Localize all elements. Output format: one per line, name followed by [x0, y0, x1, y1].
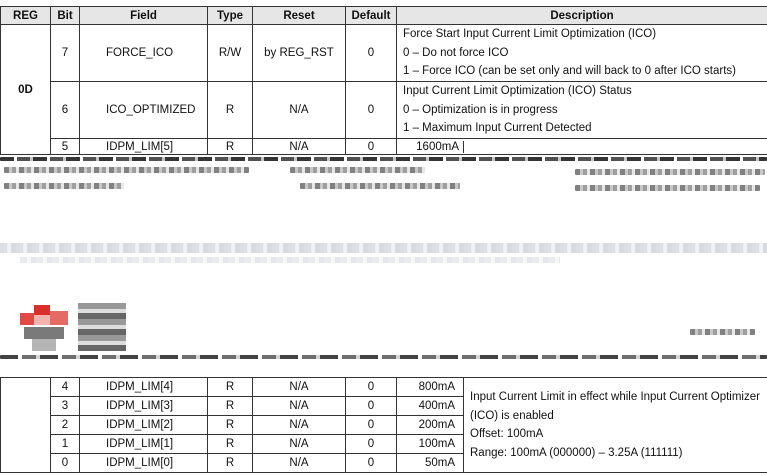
- default-cell: 0: [345, 24, 397, 82]
- table-row: 5 IDPM_LIM[5] R N/A 0 1600mA: [1, 138, 767, 155]
- type-cell: R: [207, 396, 253, 416]
- description-line: Input Current Limit Optimization (ICO) S…: [403, 85, 632, 98]
- bit-weight-value: 400mA: [396, 396, 464, 416]
- field-cell: IDPM_LIM[4]: [79, 377, 208, 397]
- description-line: 0 – Optimization is in progress: [403, 103, 558, 116]
- description-line: 0 – Do not force ICO: [403, 46, 509, 59]
- header-description: Description: [396, 6, 767, 25]
- description-line: 1 – Force ICO (can be set only and will …: [403, 65, 736, 78]
- field-cell: IDPM_LIM[2]: [79, 415, 208, 435]
- header-reg: REG: [0, 6, 51, 25]
- description-line: (ICO) is enabled: [470, 409, 554, 422]
- default-cell: 0: [345, 138, 397, 155]
- bit-weight-value: 50mA: [396, 453, 464, 473]
- field-cell: ICO_OPTIMIZED: [79, 81, 208, 139]
- bit-cell: 0: [50, 453, 80, 473]
- description-cell: Input Current Limit in effect while Inpu…: [463, 377, 767, 473]
- separator-line: [0, 157, 767, 161]
- type-cell: R: [207, 453, 253, 473]
- reset-cell: by REG_RST: [252, 24, 346, 82]
- bit-cell: 3: [50, 396, 80, 416]
- field-cell: IDPM_LIM[0]: [79, 453, 208, 473]
- field-cell: IDPM_LIM[3]: [79, 396, 208, 416]
- description-line: Offset: 100mA: [470, 428, 544, 440]
- field-cell: FORCE_ICO: [79, 24, 208, 82]
- type-cell: R: [207, 81, 253, 139]
- header-field: Field: [79, 6, 208, 25]
- blurred-text: [0, 243, 767, 253]
- bit-weight-value: 200mA: [396, 415, 464, 435]
- redacted-region: [0, 157, 767, 377]
- blurred-text: [575, 169, 765, 175]
- value-cell: 1600mA: [396, 138, 767, 155]
- description-line: Input Current Limit in effect while Inpu…: [470, 391, 760, 403]
- table-row: 2 IDPM_LIM[2] R N/A 0 200mA: [1, 415, 767, 435]
- header-bit: Bit: [50, 6, 80, 25]
- register-address-empty: [0, 377, 51, 473]
- reset-cell: N/A: [252, 434, 346, 454]
- reset-cell: N/A: [252, 453, 346, 473]
- register-address: 0D: [0, 24, 51, 155]
- default-cell: 0: [345, 396, 397, 416]
- table-row: 4 IDPM_LIM[4] R N/A 0 800mA Input Curren…: [0, 377, 767, 473]
- bit-cell: 6: [50, 81, 80, 139]
- field-cell: IDPM_LIM[5]: [79, 138, 208, 155]
- type-cell: R/W: [207, 24, 253, 82]
- type-cell: R: [207, 377, 253, 397]
- description-line: Force Start Input Current Limit Optimiza…: [403, 28, 657, 41]
- type-cell: R: [207, 434, 253, 454]
- description-line: 1 – Maximum Input Current Detected: [403, 122, 592, 135]
- bit-weight-value: 800mA: [396, 377, 464, 397]
- description-cell: Force Start Input Current Limit Optimiza…: [396, 24, 767, 82]
- type-cell: R: [207, 138, 253, 155]
- default-cell: 0: [345, 415, 397, 435]
- reset-cell: N/A: [252, 81, 346, 139]
- blurred-text: [300, 183, 460, 189]
- separator-line: [0, 355, 767, 359]
- bit-cell: 2: [50, 415, 80, 435]
- table-row: 0 IDPM_LIM[0] R N/A 0 50mA: [1, 453, 767, 473]
- bit-cell: 5: [50, 138, 80, 155]
- field-cell: IDPM_LIM[1]: [79, 434, 208, 454]
- table-row: 6 ICO_OPTIMIZED R N/A 0 Input Current Li…: [1, 81, 767, 139]
- description-cell: Input Current Limit Optimization (ICO) S…: [396, 81, 767, 139]
- default-cell: 0: [345, 453, 397, 473]
- bit-weight-value: 1600mA: [397, 140, 464, 153]
- table-row: 0D 7 FORCE_ICO R/W by REG_RST 0 Force St…: [0, 24, 767, 155]
- description-line: Range: 100mA (000000) – 3.25A (111111): [470, 446, 683, 459]
- table-row: 3 IDPM_LIM[3] R N/A 0 400mA: [1, 396, 767, 416]
- default-cell: 0: [345, 434, 397, 454]
- reset-cell: N/A: [252, 396, 346, 416]
- header-type: Type: [207, 6, 253, 25]
- reset-cell: N/A: [252, 377, 346, 397]
- logo: [14, 303, 134, 359]
- blurred-text: [290, 167, 425, 173]
- bit-weight-value: 100mA: [396, 434, 464, 454]
- register-table-bottom: 4 IDPM_LIM[4] R N/A 0 800mA Input Curren…: [0, 377, 767, 473]
- blurred-text: [690, 329, 755, 335]
- register-table-top: REG Bit Field Type Reset Default Descrip…: [0, 6, 767, 155]
- default-cell: 0: [345, 81, 397, 139]
- blurred-text: [20, 257, 560, 263]
- header-reset: Reset: [252, 6, 346, 25]
- bit-cell: 4: [50, 377, 80, 397]
- reset-cell: N/A: [252, 138, 346, 155]
- table-header-row: REG Bit Field Type Reset Default Descrip…: [0, 6, 767, 25]
- bit-cell: 7: [50, 24, 80, 82]
- reset-cell: N/A: [252, 415, 346, 435]
- blurred-text: [4, 167, 249, 173]
- header-default: Default: [345, 6, 397, 25]
- type-cell: R: [207, 415, 253, 435]
- blurred-text: [4, 183, 124, 189]
- bit-cell: 1: [50, 434, 80, 454]
- blurred-text: [575, 185, 760, 191]
- default-cell: 0: [345, 377, 397, 397]
